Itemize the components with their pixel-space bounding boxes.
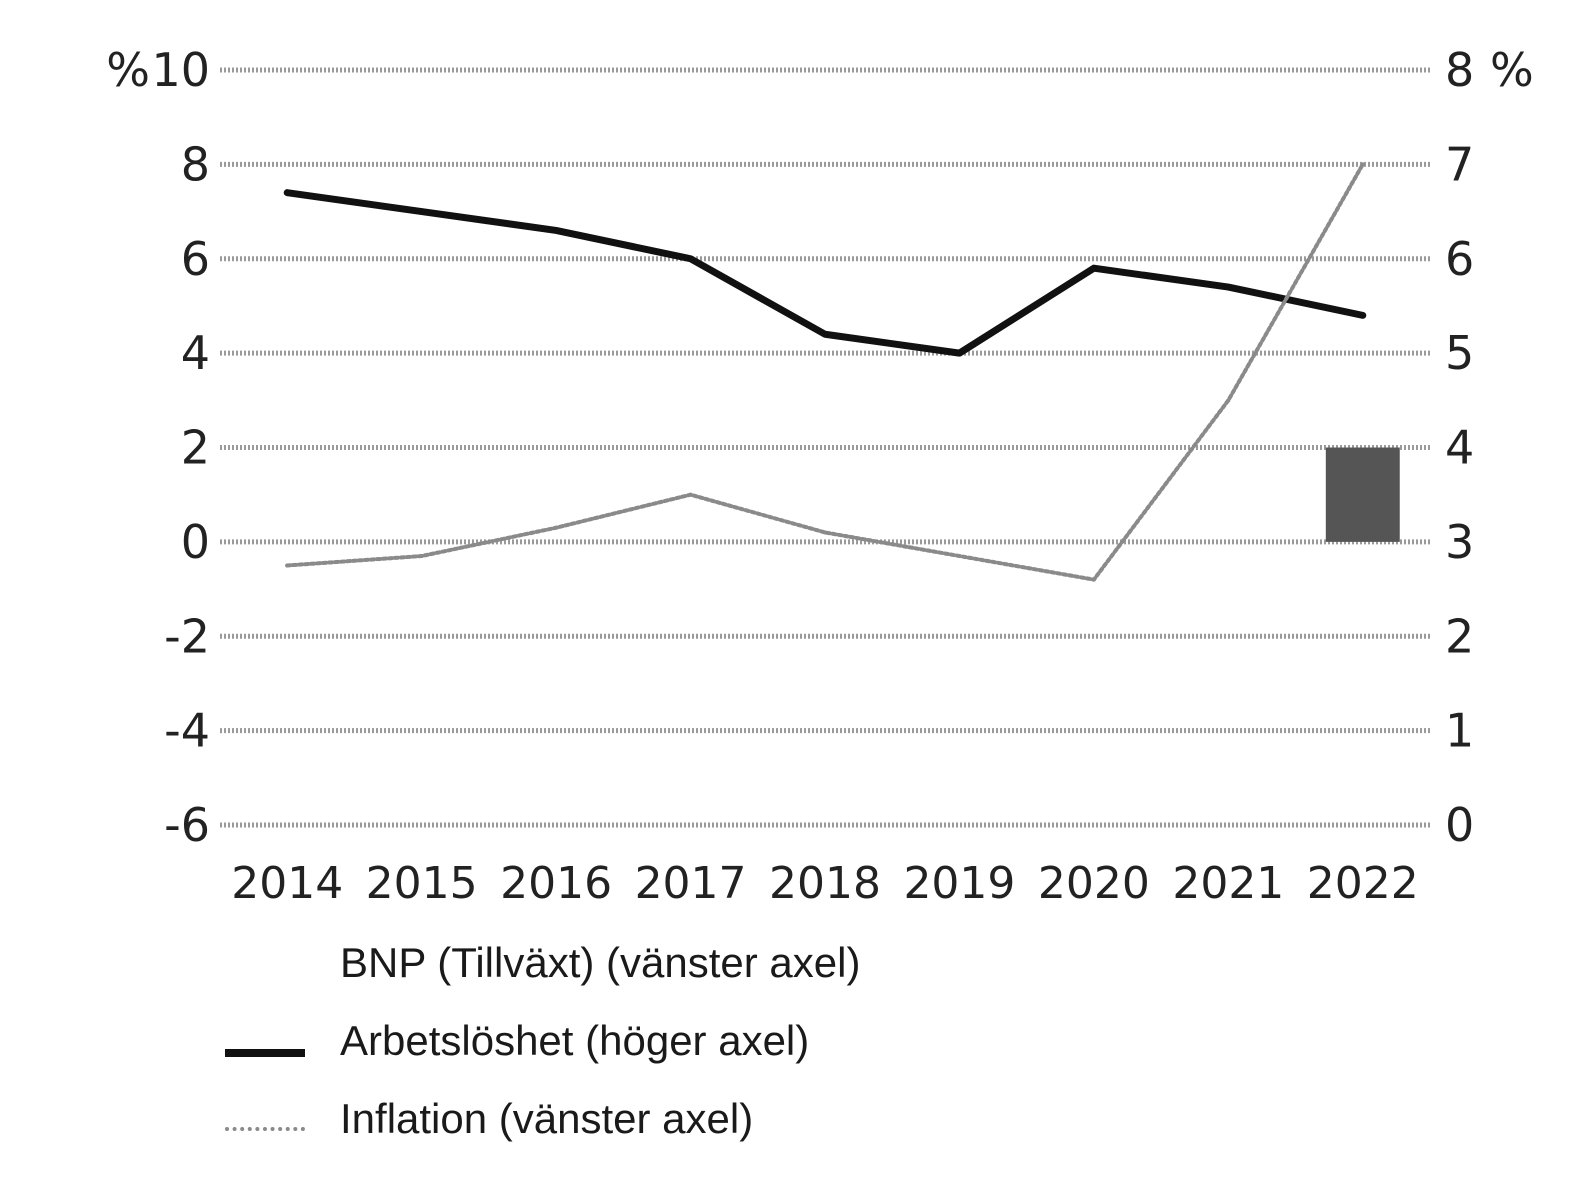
- legend-swatch-arbetsloshet: [225, 1049, 305, 1057]
- inflation-point: [285, 563, 290, 568]
- bnp-bars: [1325, 447, 1400, 542]
- gridlines: [220, 67, 1430, 828]
- arbetsloshet-line: [283, 189, 1367, 357]
- arbetsloshet-point: [284, 189, 291, 196]
- arbetsloshet-point: [822, 331, 828, 338]
- left-axis: % -6 -4 -2 0 2 4 6 8 10: [106, 43, 210, 852]
- left-tick-label: 8: [181, 137, 210, 191]
- x-tick-label: 2017: [635, 858, 747, 909]
- left-tick-label: 0: [181, 515, 210, 569]
- chart: % -6 -4 -2 0 2 4 6 8 10 % 0 1 2 3 4 5 6 7 8 2014 2015 2016…: [106, 43, 1534, 909]
- x-axis: 2014 2015 2016 2017 2018 2019 2020 2021 2022: [231, 858, 1419, 909]
- right-tick-label: 3: [1445, 515, 1474, 569]
- right-axis-unit: %: [1490, 43, 1534, 97]
- legend-label-bnp: BNP (Tillväxt) (vänster axel): [340, 939, 861, 986]
- legend-swatch-inflation: [225, 1127, 305, 1131]
- left-axis-unit: %: [106, 43, 150, 97]
- x-tick-label: 2021: [1172, 858, 1284, 909]
- x-tick-label: 2020: [1038, 858, 1150, 909]
- legend-label-inflation: Inflation (vänster axel): [340, 1095, 754, 1142]
- bnp-bar: [1325, 447, 1400, 542]
- series-lines: [283, 162, 1367, 582]
- arbetsloshet-point: [553, 227, 560, 234]
- left-tick-label: 4: [181, 326, 210, 380]
- arbetsloshet-point: [1225, 284, 1232, 291]
- x-tick-label: 2014: [231, 858, 343, 909]
- left-tick-label: -6: [164, 798, 210, 852]
- left-tick-label: 10: [151, 43, 210, 97]
- arbetsloshet-point: [418, 208, 425, 215]
- inflation-line: [285, 162, 1365, 582]
- right-tick-label: 6: [1445, 232, 1474, 286]
- x-tick-label: 2022: [1307, 858, 1419, 909]
- inflation-point: [419, 554, 424, 559]
- x-tick-label: 2015: [366, 858, 478, 909]
- right-tick-label: 5: [1445, 326, 1474, 380]
- x-tick-label: 2019: [903, 858, 1015, 909]
- x-tick-label: 2018: [769, 858, 881, 909]
- left-tick-label: -4: [164, 704, 210, 758]
- arbetsloshet-point: [1359, 312, 1366, 319]
- right-tick-label: 2: [1445, 609, 1474, 663]
- inflation-point: [554, 525, 559, 530]
- arbetsloshet-point: [956, 350, 963, 357]
- right-axis: % 0 1 2 3 4 5 6 7 8: [1445, 43, 1534, 852]
- arbetsloshet-point: [1090, 265, 1097, 272]
- x-tick-label: 2016: [500, 858, 612, 909]
- arbetsloshet-point: [687, 255, 694, 262]
- right-tick-label: 7: [1445, 137, 1474, 191]
- inflation-point: [1360, 162, 1365, 167]
- right-tick-label: 8: [1445, 43, 1474, 97]
- right-tick-label: 0: [1445, 798, 1474, 852]
- inflation-point: [688, 492, 693, 497]
- right-tick-label: 4: [1445, 421, 1474, 475]
- right-tick-label: 1: [1445, 704, 1474, 758]
- left-tick-label: -2: [164, 609, 210, 663]
- inflation-point: [1091, 577, 1096, 582]
- inflation-point: [1226, 398, 1231, 403]
- left-tick-label: 2: [181, 421, 210, 475]
- left-tick-label: 6: [181, 232, 210, 286]
- inflation-point: [823, 530, 827, 535]
- inflation-point: [957, 554, 962, 559]
- legend-label-arbetsloshet: Arbetslöshet (höger axel): [340, 1017, 810, 1064]
